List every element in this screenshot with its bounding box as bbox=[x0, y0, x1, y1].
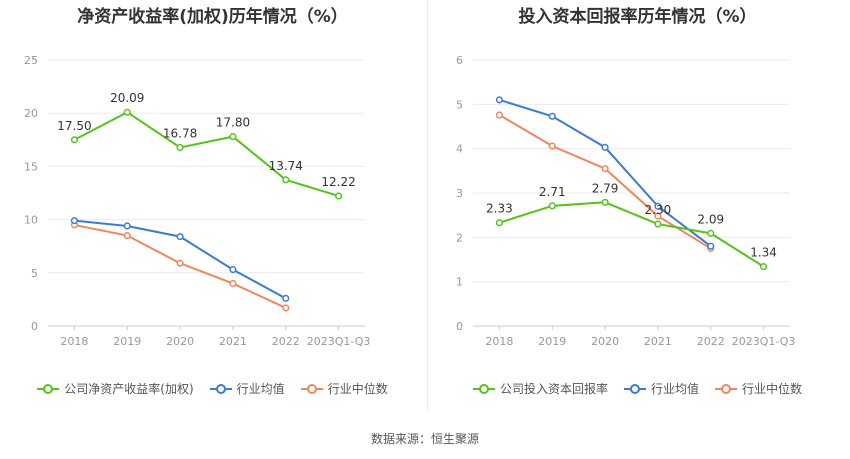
x-tick-label: 2022 bbox=[272, 335, 300, 348]
data-point[interactable] bbox=[548, 202, 556, 210]
data-label: 16.78 bbox=[163, 126, 197, 140]
y-tick-label: 0 bbox=[456, 320, 463, 333]
data-point[interactable] bbox=[707, 229, 715, 237]
data-point[interactable] bbox=[654, 202, 662, 210]
chart-title: 净资产收益率(加权)历年情况（%） bbox=[77, 7, 348, 27]
data-point[interactable] bbox=[495, 219, 503, 227]
data-point[interactable] bbox=[654, 220, 662, 228]
data-point[interactable] bbox=[335, 192, 343, 200]
x-tick-label: 2020 bbox=[591, 335, 619, 348]
data-point[interactable] bbox=[760, 263, 768, 271]
data-label: 2.09 bbox=[697, 212, 724, 226]
y-tick-label: 6 bbox=[456, 54, 463, 67]
data-point[interactable] bbox=[282, 176, 290, 184]
data-point[interactable] bbox=[495, 96, 503, 104]
data-label: 1.34 bbox=[750, 246, 777, 260]
x-tick-label: 2018 bbox=[485, 335, 513, 348]
data-label: 2.71 bbox=[539, 185, 566, 199]
roic-chart-plot: 0 1 2 3 4 5 6 2018 2019 2020 2021 2022 2023Q1-Q3 2.33… bbox=[456, 54, 796, 348]
series-line bbox=[499, 201, 765, 268]
x-tick-label: 2019 bbox=[113, 335, 141, 348]
legend-label: 公司净资产收益率(加权) bbox=[64, 382, 194, 396]
series-line bbox=[499, 98, 712, 247]
data-point[interactable] bbox=[176, 259, 184, 267]
legend-line-marker-icon bbox=[209, 383, 232, 395]
y-tick-label: 1 bbox=[456, 276, 463, 289]
legend-item[interactable]: 公司净资产收益率(加权) bbox=[37, 380, 194, 397]
data-point[interactable] bbox=[229, 266, 237, 274]
data-label: 2.33 bbox=[486, 202, 513, 216]
data-point[interactable] bbox=[654, 212, 662, 220]
data-point[interactable] bbox=[601, 143, 609, 151]
legend-item[interactable]: 行业中位数 bbox=[300, 380, 388, 397]
legend-item[interactable]: 行业均值 bbox=[209, 380, 285, 397]
data-point[interactable] bbox=[601, 165, 609, 173]
y-tick-label: 20 bbox=[24, 107, 38, 120]
y-tick-label: 3 bbox=[456, 187, 463, 200]
data-point[interactable] bbox=[176, 233, 184, 241]
data-label: 13.74 bbox=[269, 159, 303, 173]
chart-title: 投入资本回报率历年情况（%） bbox=[518, 7, 757, 27]
legend-label: 行业均值 bbox=[236, 382, 285, 396]
y-tick-label: 4 bbox=[456, 143, 463, 156]
roic-chart-legend: 公司投入资本回报率 行业均值 行业中位数 bbox=[425, 380, 850, 397]
legend-item[interactable]: 行业均值 bbox=[623, 380, 699, 397]
data-point[interactable] bbox=[282, 294, 290, 302]
y-tick-label: 2 bbox=[456, 231, 463, 244]
x-tick-label: 2020 bbox=[166, 335, 194, 348]
roe-chart-legend: 公司净资产收益率(加权) 行业均值 行业中位数 bbox=[0, 380, 425, 397]
y-tick-label: 10 bbox=[24, 214, 38, 227]
legend-item[interactable]: 公司投入资本回报率 bbox=[472, 380, 608, 397]
data-label: 17.50 bbox=[57, 119, 91, 133]
series-line bbox=[73, 111, 339, 197]
data-point[interactable] bbox=[123, 222, 131, 230]
data-label: 2.30 bbox=[645, 203, 672, 217]
data-point[interactable] bbox=[495, 111, 503, 119]
data-point[interactable] bbox=[282, 304, 290, 312]
data-label: 2.79 bbox=[592, 181, 619, 195]
legend-label: 行业中位数 bbox=[742, 382, 803, 396]
x-tick-label: 2021 bbox=[644, 335, 672, 348]
legend-line-marker-icon bbox=[623, 383, 646, 395]
legend-label: 公司投入资本回报率 bbox=[499, 382, 608, 396]
x-tick-label: 2021 bbox=[219, 335, 247, 348]
x-tick-label: 2019 bbox=[538, 335, 566, 348]
legend-line-marker-icon bbox=[472, 383, 495, 395]
data-label: 17.80 bbox=[216, 116, 250, 130]
y-tick-label: 0 bbox=[31, 320, 38, 333]
y-tick-label: 5 bbox=[31, 267, 38, 280]
legend-line-marker-icon bbox=[300, 383, 323, 395]
y-tick-label: 15 bbox=[24, 160, 38, 173]
data-point[interactable] bbox=[229, 133, 237, 141]
data-label: 12.22 bbox=[321, 175, 355, 189]
data-label: 20.09 bbox=[110, 91, 144, 105]
legend-label: 行业均值 bbox=[650, 382, 699, 396]
roic-chart-panel: 投入资本回报率历年情况（%） 0 1 2 3 4 5 6 2018 2019 2020 2021 20… bbox=[425, 0, 850, 420]
x-tick-label: 2023Q1-Q3 bbox=[732, 335, 796, 348]
data-point[interactable] bbox=[707, 242, 715, 250]
roe-chart-plot: 0 5 10 15 20 25 2018 2019 2020 2021 2022 2023Q1-Q3 1… bbox=[24, 54, 371, 348]
x-tick-label: 2023Q1-Q3 bbox=[307, 335, 371, 348]
legend-label: 行业中位数 bbox=[327, 382, 388, 396]
legend-line-marker-icon bbox=[37, 383, 60, 395]
x-tick-label: 2018 bbox=[60, 335, 88, 348]
legend-line-marker-icon bbox=[715, 383, 737, 395]
data-point[interactable] bbox=[176, 143, 184, 152]
data-point[interactable] bbox=[548, 142, 556, 150]
y-tick-label: 5 bbox=[456, 98, 463, 111]
data-point[interactable] bbox=[70, 136, 78, 144]
data-point[interactable] bbox=[229, 279, 237, 287]
data-point[interactable] bbox=[123, 232, 131, 240]
x-tick-label: 2022 bbox=[697, 335, 725, 348]
data-point[interactable] bbox=[601, 198, 609, 206]
y-tick-label: 25 bbox=[24, 54, 38, 67]
data-point[interactable] bbox=[548, 112, 556, 120]
data-source-note: 数据来源：恒生聚源 bbox=[370, 432, 479, 446]
panel-divider bbox=[427, 0, 428, 410]
roe-chart-panel: 净资产收益率(加权)历年情况（%） 0 5 10 15 20 25 2018 2019 2020… bbox=[0, 0, 425, 420]
legend-item[interactable]: 行业中位数 bbox=[715, 380, 802, 397]
data-point[interactable] bbox=[123, 108, 131, 116]
data-point[interactable] bbox=[70, 217, 78, 225]
